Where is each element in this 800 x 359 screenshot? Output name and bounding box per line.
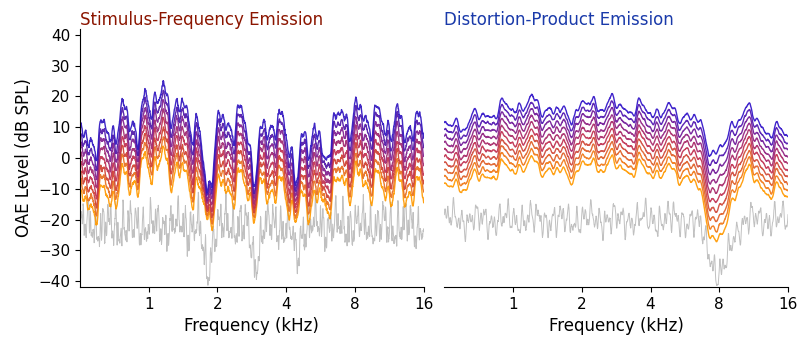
X-axis label: Frequency (kHz): Frequency (kHz) [549, 317, 683, 335]
Text: Stimulus-Frequency Emission: Stimulus-Frequency Emission [80, 10, 323, 29]
Text: Distortion-Product Emission: Distortion-Product Emission [444, 10, 674, 29]
X-axis label: Frequency (kHz): Frequency (kHz) [185, 317, 319, 335]
Y-axis label: OAE Level (dB SPL): OAE Level (dB SPL) [14, 79, 33, 237]
